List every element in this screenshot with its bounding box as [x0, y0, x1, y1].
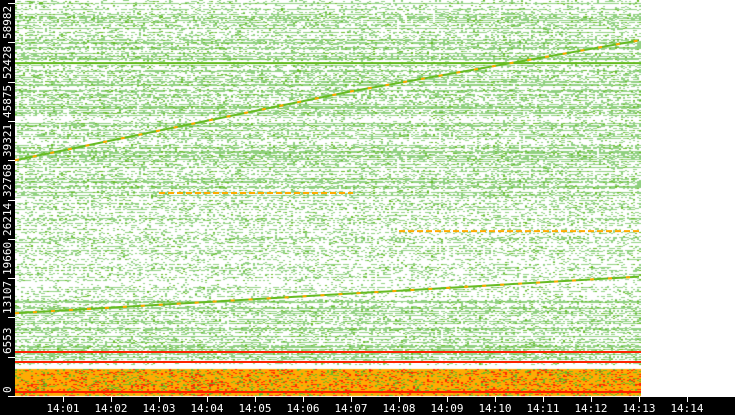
- x-tick-label: 14:02: [94, 402, 128, 415]
- y-tick-mark: [8, 199, 15, 201]
- y-tick-label: 39321: [1, 124, 14, 158]
- x-tick-mark: [351, 397, 352, 402]
- y-tick-label: 45875: [1, 84, 14, 118]
- y-tick-label: 32768: [1, 163, 14, 197]
- x-tick-label: 14:01: [46, 402, 80, 415]
- x-tick-label: 14:10: [478, 402, 512, 415]
- y-tick-label: 0: [1, 386, 14, 393]
- y-tick-label: 26214: [1, 202, 14, 236]
- y-tick-label: 58982: [1, 6, 14, 40]
- y-tick-label: 6553: [1, 327, 14, 354]
- x-tick-mark: [495, 397, 496, 402]
- x-tick-label: 14:06: [286, 402, 320, 415]
- x-tick-mark: [639, 397, 640, 402]
- x-tick-label: 14:14: [670, 402, 704, 415]
- x-tick-label: 14:08: [382, 402, 416, 415]
- y-tick-mark: [8, 317, 15, 319]
- x-tick-mark: [63, 397, 64, 402]
- y-tick-mark: [8, 396, 15, 397]
- x-tick-label: 14:09: [430, 402, 464, 415]
- x-tick-mark: [399, 397, 400, 402]
- x-tick-label: 14:12: [574, 402, 608, 415]
- y-tick-mark: [8, 160, 15, 162]
- x-tick-label: 14:11: [526, 402, 560, 415]
- x-tick-mark: [111, 397, 112, 402]
- y-tick-label: 52428: [1, 45, 14, 79]
- y-tick-mark: [8, 3, 15, 4]
- x-tick-label: 14:07: [334, 402, 368, 415]
- y-tick-label: 13107: [1, 281, 14, 315]
- y-tick-mark: [8, 81, 15, 83]
- y-tick-label: 19660: [1, 241, 14, 276]
- trend-overlay: [15, 39, 641, 393]
- y-tick-mark: [8, 356, 15, 358]
- x-tick-mark: [591, 397, 592, 402]
- y-tick-mark: [8, 120, 15, 122]
- trend-line-1: [15, 275, 640, 315]
- trend-line-highlight-0: [15, 39, 640, 162]
- x-tick-mark: [255, 397, 256, 402]
- x-tick-label: 14:05: [238, 402, 272, 415]
- x-tick-mark: [207, 397, 208, 402]
- y-tick-mark: [8, 42, 15, 44]
- x-tick-label: 14:03: [142, 402, 176, 415]
- y-tick-mark: [8, 238, 15, 240]
- trend-line-0: [15, 39, 640, 162]
- x-tick-label: 14:13: [622, 402, 656, 415]
- heatmap-canvas: [15, 0, 641, 397]
- x-tick-mark: [303, 397, 304, 402]
- x-tick-mark: [159, 397, 160, 402]
- x-tick-label: 14:04: [190, 402, 224, 415]
- y-tick-mark: [8, 278, 15, 280]
- x-tick-mark: [543, 397, 544, 402]
- x-tick-mark: [447, 397, 448, 402]
- x-tick-mark: [687, 397, 688, 402]
